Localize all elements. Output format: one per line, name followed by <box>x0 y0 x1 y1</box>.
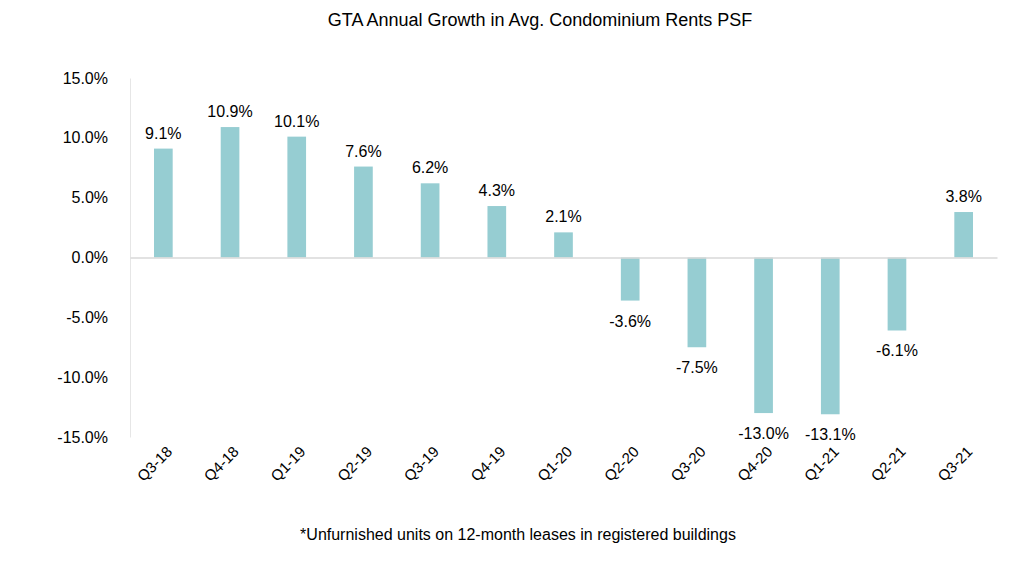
data-label: 10.9% <box>207 103 252 120</box>
x-tick-label: Q1-20 <box>534 443 576 485</box>
y-tick: 0.0% <box>72 249 130 266</box>
bar <box>354 167 373 258</box>
x-tick-label: Q4-20 <box>734 443 776 485</box>
data-label: 10.1% <box>274 113 319 130</box>
data-labels: 9.1% 10.9% 10.1% 7.6% 6.2% 4.3% 2.1% -3.6% -7.5%… <box>145 103 982 443</box>
bar <box>621 258 640 301</box>
x-tick-label: Q4-18 <box>200 443 242 485</box>
x-tick: Q3-21 <box>934 258 976 485</box>
data-label: 7.6% <box>345 143 381 160</box>
bars <box>154 127 973 414</box>
y-tick: -5.0% <box>66 309 130 326</box>
bar <box>554 232 573 257</box>
bar <box>287 137 306 258</box>
y-tick-label: 10.0% <box>63 129 108 146</box>
bar <box>487 206 506 257</box>
x-tick-label: Q3-18 <box>134 443 176 485</box>
x-axis: Q3-18 Q4-18 Q1-19 Q2-19 Q3-19 Q4-19 Q1-20 Q2-20… <box>131 258 998 485</box>
data-label: -13.1% <box>805 426 856 443</box>
data-label: 4.3% <box>479 182 515 199</box>
data-label: -6.1% <box>876 342 918 359</box>
y-tick-label: 5.0% <box>72 189 108 206</box>
data-label: 2.1% <box>545 208 581 225</box>
x-tick: Q1-21 <box>801 258 843 485</box>
bar <box>888 258 907 331</box>
bar <box>954 212 973 257</box>
x-tick-label: Q3-19 <box>400 443 442 485</box>
bar <box>688 258 707 348</box>
x-tick: Q3-18 <box>134 258 176 485</box>
x-tick-label: Q1-19 <box>267 443 309 485</box>
x-tick-label: Q2-19 <box>334 443 376 485</box>
y-tick: 10.0% <box>63 129 130 146</box>
x-tick-label: Q3-21 <box>934 443 976 485</box>
x-tick-label: Q4-19 <box>467 443 509 485</box>
x-tick: Q1-20 <box>534 258 576 485</box>
y-tick: -10.0% <box>57 369 130 386</box>
x-tick: Q2-19 <box>334 258 376 485</box>
y-tick-label: -10.0% <box>57 369 108 386</box>
data-label: -3.6% <box>609 313 651 330</box>
data-label: 6.2% <box>412 159 448 176</box>
bar <box>821 258 840 415</box>
data-label: -13.0% <box>738 425 789 442</box>
y-tick-label: 15.0% <box>63 70 108 87</box>
x-tick: Q4-20 <box>734 258 776 485</box>
chart: GTA Annual Growth in Avg. Condominium Re… <box>0 0 1024 582</box>
bar <box>221 127 240 257</box>
bar <box>154 149 173 258</box>
x-tick: Q4-18 <box>200 258 242 485</box>
y-tick-label: 0.0% <box>72 249 108 266</box>
x-tick-label: Q3-20 <box>667 443 709 485</box>
data-label: -7.5% <box>676 359 718 376</box>
x-tick-label: Q1-21 <box>801 443 843 485</box>
x-axis-line <box>131 257 998 259</box>
x-tick-label: Q2-21 <box>867 443 909 485</box>
data-label: 3.8% <box>945 188 981 205</box>
bar <box>754 258 773 414</box>
footnote: *Unfurnished units on 12-month leases in… <box>300 526 736 543</box>
x-tick: Q1-19 <box>267 258 309 485</box>
x-tick: Q2-21 <box>867 258 909 485</box>
y-tick: 15.0% <box>63 70 130 87</box>
y-tick-label: -5.0% <box>66 309 108 326</box>
x-tick: Q3-19 <box>400 258 442 485</box>
y-axis: -15.0% -10.0% -5.0% 0.0% 5.0% 10.0% 15.0% <box>57 70 130 446</box>
x-tick: Q4-19 <box>467 258 509 485</box>
bar <box>421 183 440 257</box>
y-tick: -15.0% <box>57 429 130 446</box>
y-tick-label: -15.0% <box>57 429 108 446</box>
y-tick: 5.0% <box>72 189 130 206</box>
data-label: 9.1% <box>145 125 181 142</box>
x-tick-label: Q2-20 <box>601 443 643 485</box>
title: GTA Annual Growth in Avg. Condominium Re… <box>328 10 753 30</box>
x-tick: Q2-20 <box>601 258 643 485</box>
